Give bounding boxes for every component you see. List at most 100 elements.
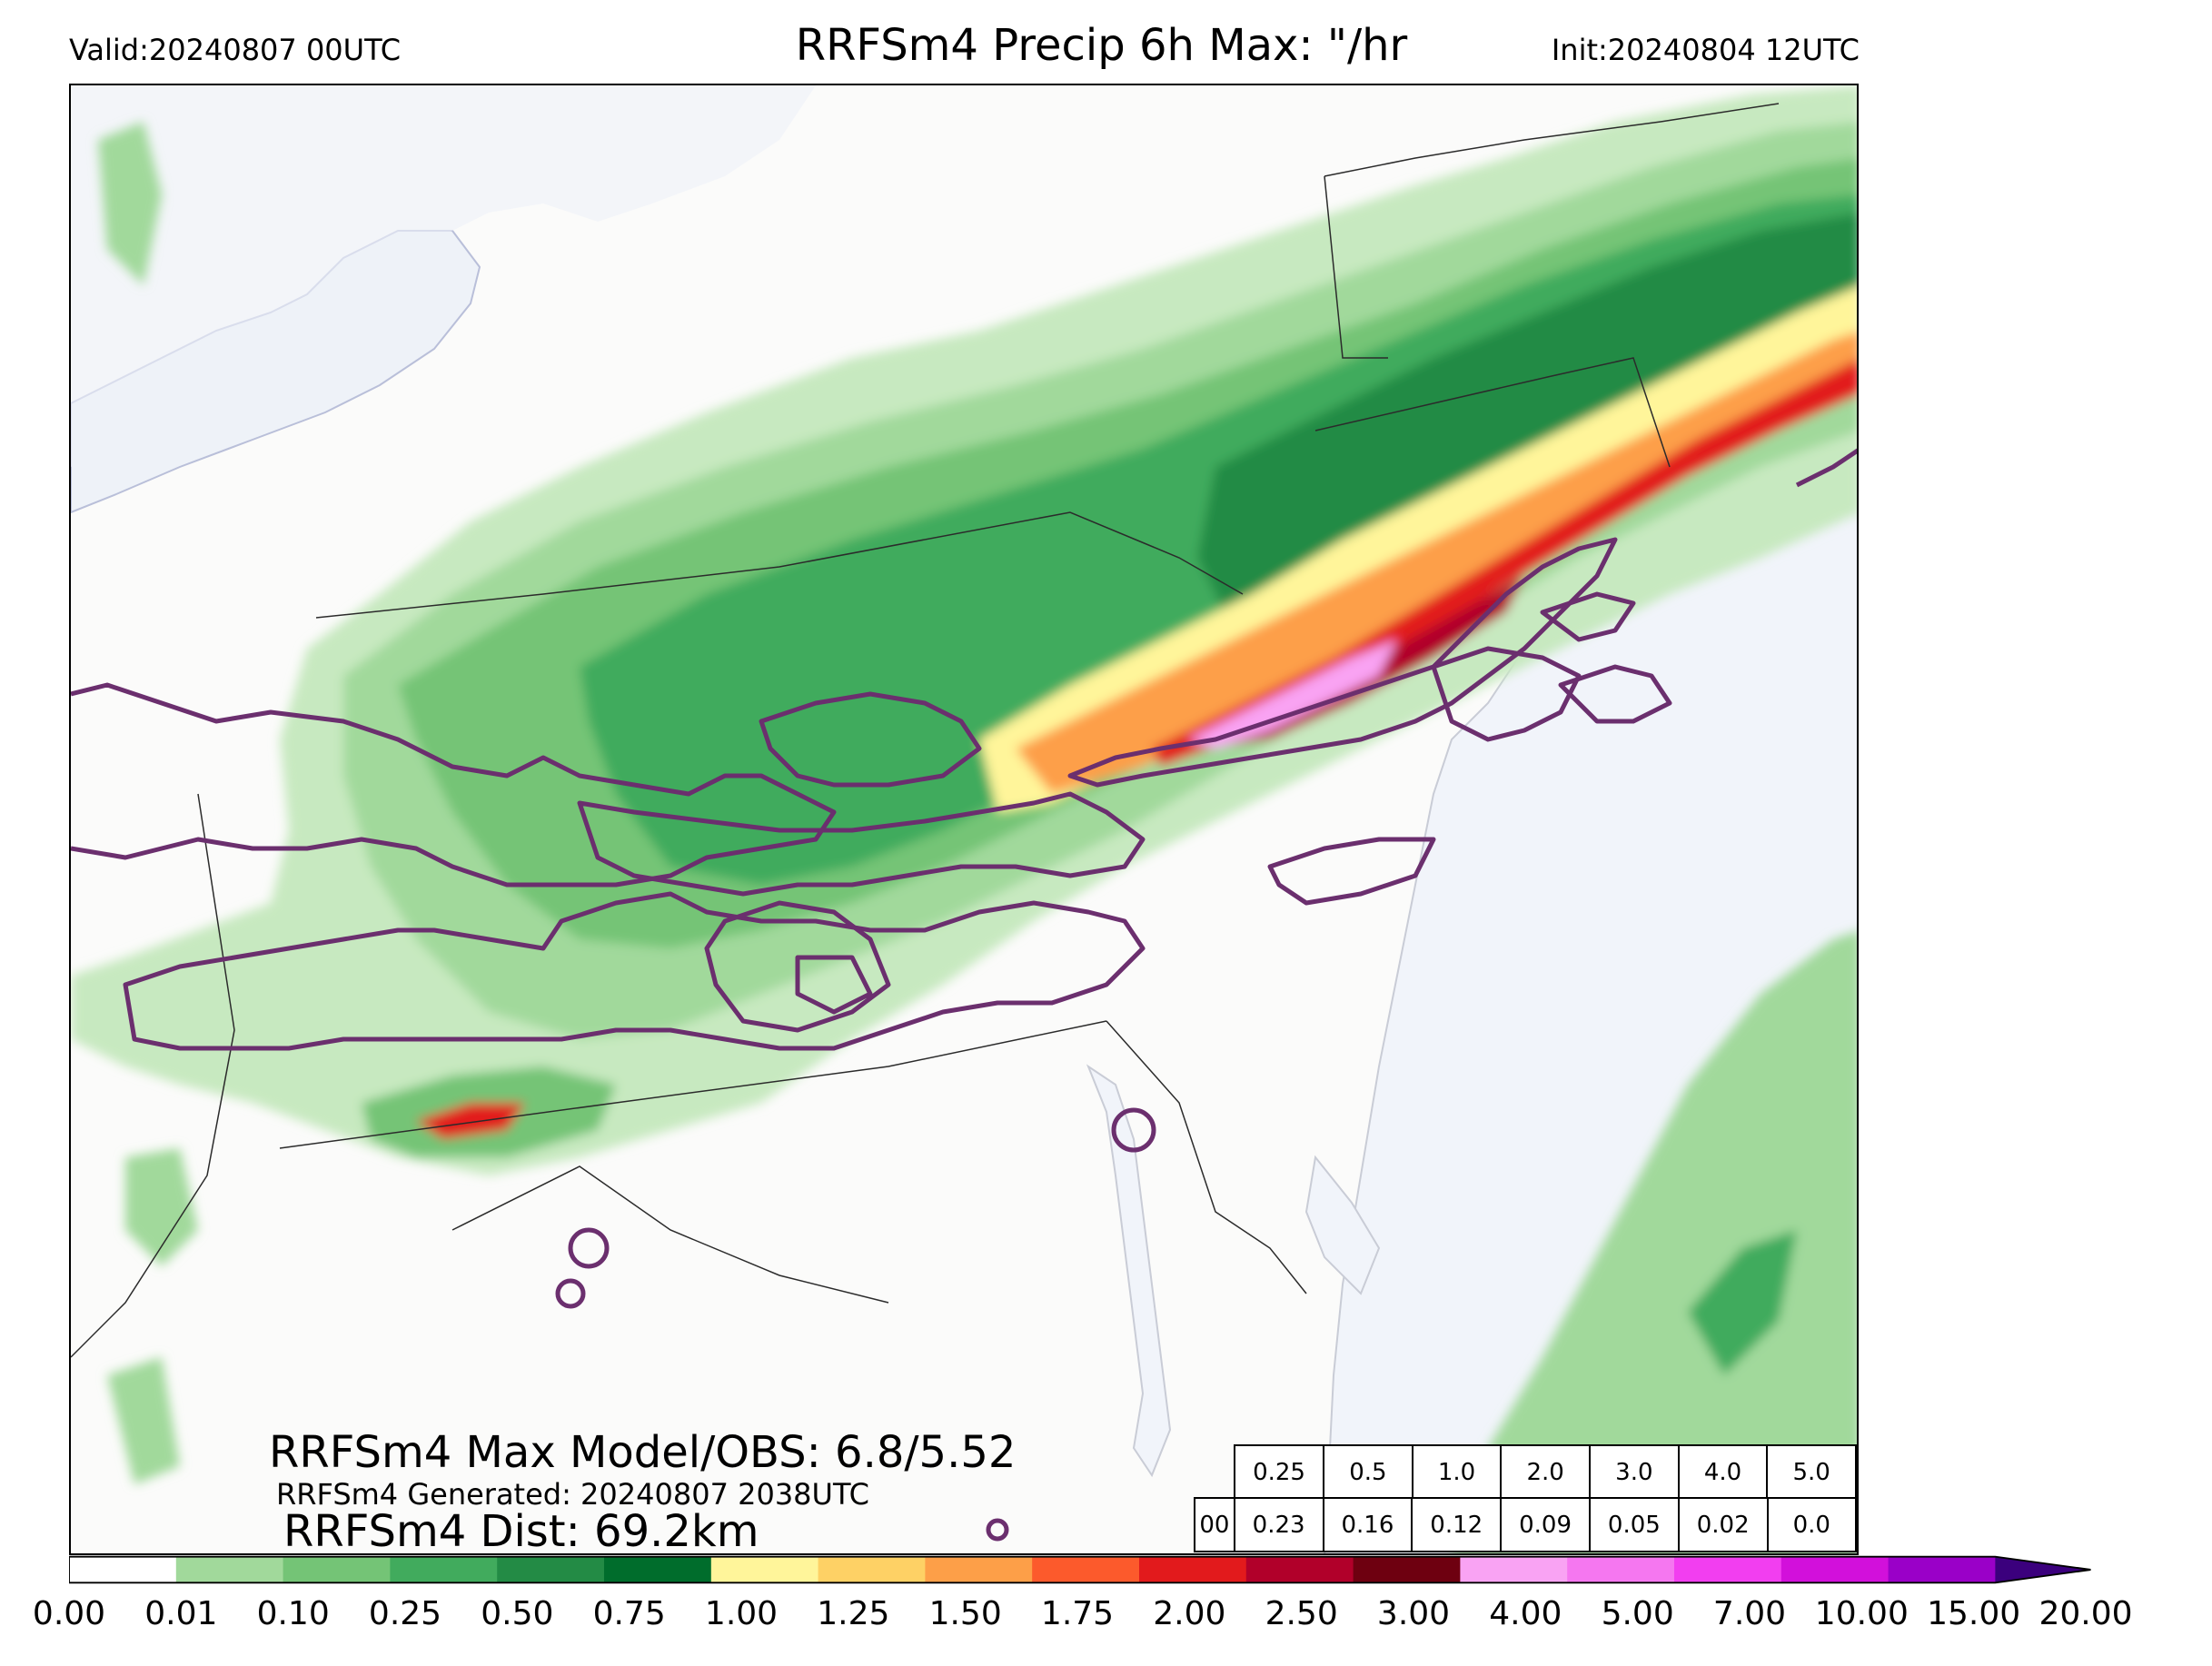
colorbar-tick-label: 20.00 — [2038, 1595, 2133, 1632]
precip-band-2.50 — [1152, 360, 1857, 767]
colorbar-segment — [1460, 1556, 1568, 1583]
threshold-cell: 3.0 — [1589, 1444, 1680, 1500]
obs-contour-nyc-east — [1558, 664, 1672, 724]
threshold-value-row: 00 0.23 0.16 0.12 0.09 0.05 0.02 0.0 — [1194, 1497, 1857, 1552]
threshold-cell: 0.5 — [1323, 1444, 1413, 1500]
map-canvas — [71, 85, 1857, 1553]
precip-band-1.50 — [1016, 332, 1857, 794]
obs-contour-cell-c — [555, 1278, 586, 1309]
threshold-value-table: 00 0.23 0.16 0.12 0.09 0.05 0.02 0.0 — [1194, 1497, 1857, 1552]
colorbar-tick-label: 5.00 — [1601, 1595, 1674, 1632]
obs-contour-mid-band — [577, 791, 1146, 897]
colorbar-extend-arrow — [1995, 1556, 2091, 1583]
colorbar-tick-label: 0.01 — [144, 1595, 218, 1632]
threshold-header-row: 0.25 0.5 1.0 2.0 3.0 4.0 5.0 — [1233, 1444, 1857, 1500]
border-ct-ma — [1314, 357, 1671, 468]
colorbar-segment — [1353, 1556, 1461, 1583]
colorbar-tick-label: 1.50 — [928, 1595, 1002, 1632]
colorbar-segment — [1245, 1556, 1354, 1583]
obs-contour-cell-d — [986, 1518, 1009, 1542]
value-cell: 0.12 — [1411, 1497, 1503, 1552]
value-cell: 0.16 — [1322, 1497, 1413, 1552]
row-label-cell: 00 — [1194, 1497, 1235, 1552]
colorbar-tick-label: 3.00 — [1376, 1595, 1451, 1632]
precip-southwest-core — [416, 1103, 525, 1139]
colorbar-outline — [69, 1555, 2091, 1584]
obs-contour-cape-cod — [1795, 448, 1857, 488]
colorbar-segment — [1888, 1556, 1996, 1583]
border-md-va — [451, 1165, 889, 1304]
delaware-bay — [1304, 1155, 1381, 1295]
threshold-header-table: 0.25 0.5 1.0 2.0 3.0 4.0 5.0 — [1233, 1444, 1857, 1500]
colorbar-segment — [1032, 1556, 1140, 1583]
colorbar-tick-label: 0.00 — [32, 1595, 106, 1632]
chesapeake-bay — [1086, 1064, 1172, 1478]
obs-contour-east-band — [1067, 537, 1618, 788]
precip-west-spots — [98, 122, 198, 1484]
lake-ontario-north — [71, 85, 816, 467]
generated-label: RRFSm4 Generated: 20240807 2038UTC — [276, 1477, 869, 1512]
colorbar-segment — [497, 1556, 605, 1583]
colorbar-segment — [1673, 1556, 1782, 1583]
value-cell: 0.05 — [1588, 1497, 1680, 1552]
colorbar-segment — [1138, 1556, 1247, 1583]
colorbar-segment — [710, 1556, 819, 1583]
obs-contour-cell-a — [1111, 1107, 1156, 1153]
border-va-wv — [71, 793, 235, 1358]
border-canada — [1324, 103, 1780, 177]
obs-contour-long-island — [1540, 591, 1636, 642]
colorbar-tick-label: 0.25 — [368, 1595, 442, 1632]
colorbar-segment — [818, 1556, 926, 1583]
colorbar-segment — [283, 1556, 391, 1583]
precip-band-0.75 — [1197, 213, 1857, 630]
obs-contour-cell-b — [568, 1227, 610, 1269]
border-nj — [1106, 1020, 1307, 1294]
colorbar-segment — [603, 1556, 712, 1583]
border-ny-pa — [315, 511, 1244, 619]
colorbar-segment — [925, 1556, 1033, 1583]
obs-contour-nj-east — [1267, 837, 1436, 906]
colorbar-tick-label: 0.75 — [592, 1595, 666, 1632]
threshold-cell: 1.0 — [1411, 1444, 1503, 1500]
precip-shading — [71, 85, 1857, 1553]
colorbar — [69, 1555, 2091, 1584]
colorbar-tick-label: 0.10 — [256, 1595, 330, 1632]
threshold-cell: 2.0 — [1500, 1444, 1592, 1500]
political-borders — [71, 103, 1780, 1358]
obs-contour-central — [759, 691, 982, 788]
threshold-cell: 0.25 — [1233, 1444, 1325, 1500]
value-cell: 0.23 — [1233, 1497, 1324, 1552]
colorbar-tick-label: 1.25 — [817, 1595, 890, 1632]
precip-ocean-core — [1688, 1230, 1797, 1375]
colorbar-segment — [390, 1556, 498, 1583]
chart-title-text: RRFSm4 Precip 6h Max: "/hr — [795, 20, 1408, 71]
border-pa-md — [279, 1020, 1107, 1149]
colorbar-tick-label: 1.00 — [704, 1595, 779, 1632]
value-cell: 0.02 — [1677, 1497, 1769, 1552]
value-cell: 0.09 — [1500, 1497, 1591, 1552]
colorbar-tick-label: 2.00 — [1153, 1595, 1226, 1632]
obs-contour-nyc — [1431, 646, 1582, 742]
value-cell: 0.0 — [1766, 1497, 1857, 1552]
precip-map: RRFSm4 Max Model/OBS: 6.8/5.52 RRFSm4 Ge… — [69, 84, 1859, 1555]
precip-ocean-cells — [1453, 931, 1857, 1553]
obs-contour-south-band — [123, 891, 1146, 1051]
distance-label: RRFSm4 Dist: 69.2km — [283, 1506, 759, 1555]
threshold-cell: 5.0 — [1766, 1444, 1857, 1500]
valid-time-label: Valid:20240807 00UTC — [69, 33, 402, 67]
colorbar-tick-label: 10.00 — [1814, 1595, 1909, 1632]
border-vt-nh — [1324, 175, 1388, 359]
colorbar-tick-label: 4.00 — [1489, 1595, 1562, 1632]
colorbar-segment — [175, 1556, 284, 1583]
obs-contour-west-band — [71, 682, 837, 888]
obs-contour-southern-pa — [704, 900, 891, 1033]
colorbar-tick-label: 15.00 — [1927, 1595, 2021, 1632]
threshold-cell: 4.0 — [1677, 1444, 1769, 1500]
colorbar-segment — [69, 1556, 177, 1583]
init-time-label: Init:20240804 12UTC — [1551, 33, 1860, 67]
colorbar-tick-label: 1.75 — [1040, 1595, 1115, 1632]
colorbar-segment — [1567, 1556, 1675, 1583]
colorbar-segment — [1781, 1556, 1890, 1583]
colorbar-tick-label: 0.50 — [481, 1595, 554, 1632]
precip-band-4.00 — [1188, 640, 1397, 749]
